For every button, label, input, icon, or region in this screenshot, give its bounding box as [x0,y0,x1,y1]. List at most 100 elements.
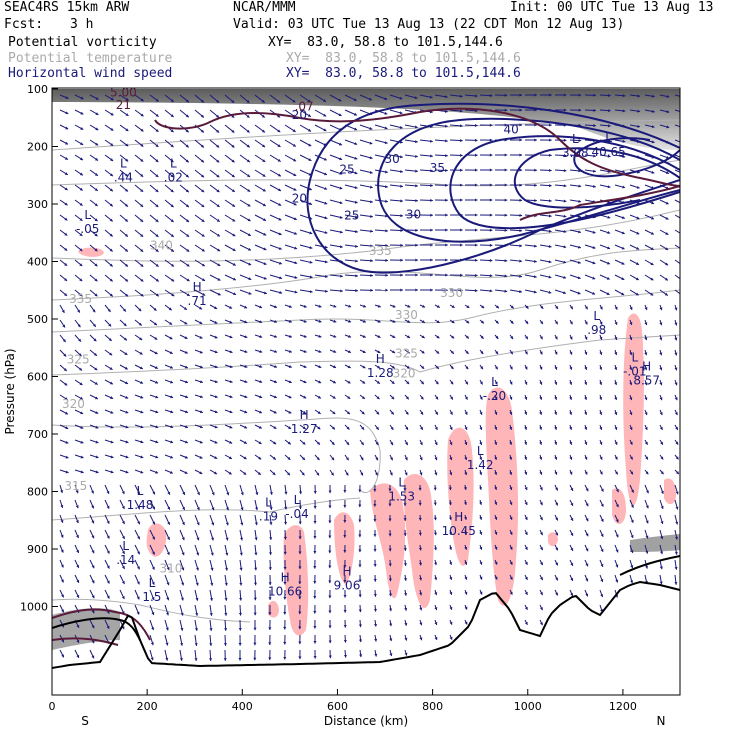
wind-vector-head [109,367,113,370]
wind-vector-head [194,658,198,661]
wind-vector-head [569,411,573,415]
wind-vector-head [60,504,64,508]
wind-vector-head [569,351,573,355]
wind-vector-head [570,577,574,581]
wind-vector-head [614,306,618,310]
wind-vector-head [444,95,448,99]
wind-vector-head [419,607,423,611]
wind-vector-head [563,93,567,97]
wind-vector-head [278,232,282,236]
wind-vector-head [225,537,229,541]
wind-vector-head [268,567,272,570]
wind-vector-head [666,94,670,98]
wind-vector-head [169,336,173,340]
wind-vector-head [540,547,543,551]
wind-vector-head [600,548,604,552]
wind-vector-head [313,656,317,659]
wind-vector-head [346,441,350,445]
wind-vector-head [578,215,582,219]
wind-vector-head [64,217,68,221]
wind-vector-head [259,349,263,353]
wind-vector-head [676,471,679,475]
wind-vector-head [199,425,203,429]
wind-vector-head [95,440,99,444]
wind-vector-head [534,244,537,248]
wind-vector-head [279,290,283,294]
wind-vector-head [217,292,221,296]
wind-vector-head [660,536,664,540]
wind-vector-head [644,352,648,356]
wind-vector-head [374,623,378,627]
wind-vector-head [554,426,558,430]
wind-vector-head [569,426,573,430]
wind-vector-head [418,562,423,566]
wind-vector-head [180,627,184,631]
wind-vector-head [229,380,233,384]
wind-vector-head [262,173,266,177]
wind-vector-head [600,579,604,582]
wind-vector-head [214,410,218,414]
y-tick-label: 1000 [20,601,48,614]
axes: 0 200 400 600 800 1000 12001002003004005006007… [3,83,665,728]
wind-vector-head [121,520,125,524]
wind-vector-head [95,470,99,474]
field-pv-label: Potential vorticity [8,35,157,50]
wind-vector-head [232,277,236,281]
wind-vector-head [316,472,320,476]
wind-vector-head [155,455,159,459]
wind-vector-head [246,114,250,118]
wind-vector-head [199,321,203,324]
wind-vector-head [384,97,388,101]
wind-vector-head [660,506,664,509]
wind-vector-head [519,213,523,217]
wind-vector-head [570,532,574,536]
wind-vector-head [630,471,633,475]
wind-vector-head [64,232,68,236]
wind-vector-head [211,537,214,541]
wind-vector-head [615,489,619,493]
wind-vector-head [269,491,273,495]
wind-vector-head [464,457,468,461]
wind-vector-head [65,111,69,115]
wind-vector-head [384,141,388,145]
wind-vector-head [385,185,388,189]
wind-vector-head [318,304,322,308]
wind-vector-head [91,490,94,494]
wind-vector-head [509,501,513,505]
wind-vector-head [659,352,663,356]
wind-vector-head [450,381,454,385]
wind-vector-head [636,185,640,189]
wind-vector-head [474,273,478,277]
wind-vector-head [621,277,625,280]
wind-vector-head [614,397,618,400]
wind-vector-head [368,97,372,101]
wind-vector-head [494,441,498,445]
wind-vector-head [645,535,649,539]
wind-vector-head [464,411,468,415]
wind-vector-head [494,366,498,370]
wind-vector-head [369,156,373,160]
wind-vector-head [480,366,483,370]
wind-vector [674,274,680,280]
wind-vector-head [389,472,393,476]
wind-vector-head [91,640,95,644]
wind-vector-head [373,593,377,597]
wind-vector-head [184,336,188,339]
wind-vector-head [474,123,478,128]
wind-vector-head [464,576,468,580]
wind-vector-head [185,174,189,178]
wind-vector-head [110,470,114,474]
wind-vector-head [403,533,407,536]
wind-vector-head [681,95,684,98]
wind-vector-head [600,563,604,567]
wind-vectors [59,93,684,661]
wind-vector-head [450,396,453,400]
wind-vector-head [293,158,297,162]
wind-vector-head [109,203,113,207]
wind-vector-head [328,625,332,629]
wind-vector-head [76,564,80,568]
wind-vector-head [155,234,159,237]
wind-vector-head [358,504,362,508]
theta-contours [52,119,680,623]
wind-vector-head [406,381,410,384]
